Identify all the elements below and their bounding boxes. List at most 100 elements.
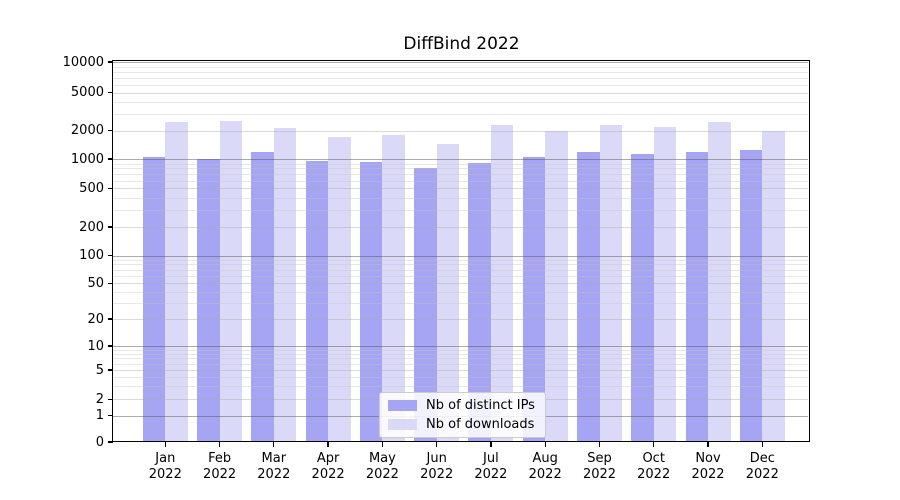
xtick-label-dec: Dec 2022	[732, 451, 792, 483]
xtick-mark-aug	[544, 442, 546, 447]
ytick-mark-1	[107, 414, 113, 417]
bar-apr-distinct-ips	[305, 160, 329, 442]
legend-label-downloads: Nb of downloads	[426, 417, 535, 432]
xtick-mark-nov	[707, 442, 709, 447]
xtick-label-mar: Mar 2022	[244, 451, 304, 483]
gridline-60	[113, 276, 808, 277]
xtick-year: 2022	[311, 467, 345, 482]
ytick-mark-1000	[107, 158, 113, 160]
bar-apr-downloads	[328, 137, 351, 442]
bar-sep-distinct-ips	[577, 151, 600, 442]
xtick-month: Nov	[695, 451, 721, 466]
gridline-1000	[113, 159, 808, 160]
ytick-label-2000: 2000	[70, 123, 104, 138]
gridline-700	[113, 174, 808, 176]
xtick-mark-jun	[436, 442, 438, 447]
ytick-mark-2	[107, 398, 113, 400]
xtick-month: Apr	[316, 451, 340, 466]
xtick-year: 2022	[257, 467, 291, 482]
gridline-4	[113, 377, 808, 379]
xtick-year: 2022	[637, 467, 671, 482]
bar-feb-distinct-ips	[197, 158, 220, 442]
xtick-mark-dec	[761, 442, 763, 447]
xtick-year: 2022	[745, 467, 779, 482]
bar-jun-distinct-ips	[414, 168, 437, 442]
bar-dec-downloads	[762, 130, 785, 442]
bar-jan-downloads	[165, 122, 188, 442]
bar-may-distinct-ips	[359, 161, 383, 442]
bar-oct-distinct-ips	[631, 153, 654, 442]
gridline-800	[113, 168, 808, 170]
gridline-40	[113, 292, 808, 293]
xtick-mark-mar	[273, 442, 275, 447]
ytick-mark-100	[107, 254, 113, 257]
bar-aug-distinct-ips	[522, 156, 546, 442]
bar-jul-distinct-ips	[468, 162, 491, 442]
gridline-400	[113, 197, 808, 199]
xtick-label-jun: Jun 2022	[407, 451, 467, 483]
gridline-8000	[113, 71, 808, 73]
gridline-3	[113, 386, 808, 388]
xtick-year: 2022	[365, 467, 399, 482]
xtick-month: Feb	[208, 451, 232, 466]
gridline-8	[113, 353, 808, 355]
gridline-10	[113, 346, 808, 347]
gridline-5000	[113, 92, 808, 94]
xtick-label-nov: Nov 2022	[678, 451, 738, 483]
bar-dec-distinct-ips	[739, 149, 763, 442]
xtick-label-jan: Jan 2022	[135, 451, 195, 483]
xtick-year: 2022	[528, 467, 562, 482]
bar-oct-downloads	[653, 126, 677, 442]
gridline-500	[113, 188, 808, 190]
bar-may-downloads	[382, 135, 405, 442]
gridline-70	[113, 269, 808, 271]
xtick-label-oct: Oct 2022	[624, 451, 684, 483]
xtick-year: 2022	[691, 467, 725, 482]
ytick-label-500: 500	[79, 180, 104, 196]
xtick-month: Aug	[532, 451, 558, 466]
xtick-label-sep: Sep 2022	[570, 451, 630, 483]
legend-item-downloads: Nb of downloads	[388, 417, 535, 432]
xtick-label-may: May 2022	[352, 451, 412, 483]
gridline-20	[113, 319, 808, 320]
legend-item-distinct-ips: Nb of distinct IPs	[388, 398, 535, 413]
xtick-month: May	[368, 451, 396, 466]
ytick-mark-2000	[107, 129, 113, 132]
bar-jan-distinct-ips	[142, 156, 166, 442]
gridline-6000	[113, 84, 808, 86]
gridline-7000	[113, 77, 808, 79]
xtick-label-aug: Aug 2022	[515, 451, 575, 483]
bar-aug-downloads	[545, 130, 568, 442]
gridline-2000	[113, 130, 808, 132]
xtick-month: Sep	[587, 451, 612, 466]
legend-swatch-downloads	[388, 419, 417, 430]
gridline-9000	[113, 66, 808, 68]
gridline-10000	[113, 62, 808, 63]
bar-mar-distinct-ips	[251, 152, 274, 442]
ytick-mark-0	[107, 441, 113, 443]
bar-jul-downloads	[490, 124, 514, 442]
xtick-mark-may	[381, 442, 384, 447]
xtick-label-apr: Apr 2022	[298, 451, 358, 483]
ytick-mark-500	[107, 187, 113, 189]
ytick-label-5000: 5000	[70, 85, 104, 100]
xtick-label-jul: Jul 2022	[461, 451, 521, 483]
ytick-mark-5000	[107, 91, 113, 94]
ytick-mark-50	[107, 282, 113, 284]
xtick-month: Mar	[261, 451, 287, 466]
xtick-mark-oct	[653, 442, 655, 447]
xtick-month: Jul	[483, 451, 499, 466]
gridline-5	[113, 370, 808, 371]
ytick-mark-10000	[107, 61, 113, 63]
ytick-label-50: 50	[87, 275, 104, 291]
gridline-4000	[113, 101, 808, 103]
xtick-mark-feb	[218, 442, 221, 447]
xtick-year: 2022	[474, 467, 508, 482]
xtick-month: Jan	[155, 451, 176, 466]
xtick-mark-jan	[164, 442, 166, 447]
bar-nov-distinct-ips	[685, 151, 708, 442]
ytick-label-100: 100	[79, 248, 104, 263]
gridline-80	[113, 264, 808, 266]
gridline-90	[113, 259, 808, 261]
